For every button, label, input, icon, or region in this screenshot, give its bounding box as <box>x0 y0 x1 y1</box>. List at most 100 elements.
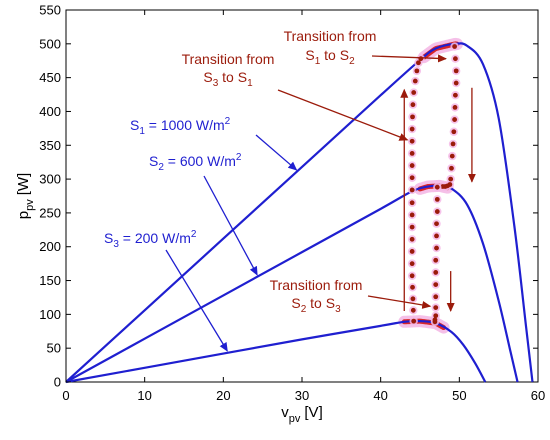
x-tick-label: 40 <box>373 388 387 403</box>
transition-s2-to-s3-point <box>434 184 440 190</box>
s3-pointer-arrow <box>165 249 228 352</box>
y-tick-label: 150 <box>39 273 61 288</box>
transition-s1-to-s2-point <box>440 184 446 189</box>
transition-s1-to-s2-point <box>448 176 454 182</box>
transition-s1-to-s2-point <box>453 68 459 74</box>
label-transition-s2-s3-line1: Transition from <box>270 277 363 293</box>
t12-a: S <box>305 47 314 63</box>
label-s3-sup: 2 <box>191 229 197 240</box>
transition-s2-to-s3-point <box>434 245 439 251</box>
series-line-s2 <box>65 184 519 383</box>
y-tick-label: 400 <box>39 104 61 119</box>
x-tick-label: 10 <box>137 388 151 403</box>
transition-s1-to-s2-point <box>453 56 458 62</box>
label-transition-s1-s2-line1: Transition from <box>284 28 377 44</box>
y-tick-label: 550 <box>39 3 61 18</box>
label-s2-sup: 2 <box>236 152 242 163</box>
transition-s3-to-s1-point <box>409 163 415 168</box>
x-axis-label: vpv [V] <box>281 404 322 425</box>
transition-s1-to-s2-point <box>452 104 458 110</box>
label-s2-rest: = 600 W/m <box>164 153 236 169</box>
transition-s2-to-s3-point <box>434 233 439 239</box>
transition-s2-to-s3-point <box>433 282 439 288</box>
transition-s3-to-s1-point <box>416 60 421 66</box>
s2-pointer-arrow <box>203 175 258 276</box>
t31-a: S <box>203 69 212 85</box>
t12-mid: to S <box>320 47 349 63</box>
y-tick-label: 50 <box>47 341 61 356</box>
label-s1: S1 = 1000 W/m2 <box>130 116 231 137</box>
y-tick-label: 250 <box>39 205 61 220</box>
transition-s1-to-s2-point <box>452 117 458 122</box>
label-s2: S2 = 600 W/m2 <box>149 152 242 173</box>
y-tick-label: 450 <box>39 70 61 85</box>
x-axis-label-sub: pv <box>289 413 301 425</box>
y-axis-label-sub: pv <box>24 199 36 211</box>
y-tick-label: 500 <box>39 36 61 51</box>
transition-s3-to-s1-point <box>412 78 418 84</box>
transition-layer <box>407 42 461 327</box>
transition-s3-to-s1-point <box>411 318 417 324</box>
transition-s1-to-s2-point <box>449 153 455 159</box>
transition-s3-to-s1-point <box>411 90 417 95</box>
x-axis-label-unit: [V] <box>304 404 322 421</box>
transition-s2-to-s3-point <box>433 305 439 310</box>
label-transition-s2-s3-line2: S2 to S3 <box>291 295 341 315</box>
transition-s3-to-s1-point <box>409 126 415 132</box>
x-axis-label-main: v <box>281 404 289 421</box>
t23-bsub: 3 <box>335 304 341 315</box>
label-s1-main: S <box>130 117 139 133</box>
s1-pointer-arrow <box>255 134 298 171</box>
t23-mid: to S <box>306 295 335 311</box>
curve-layer <box>65 42 534 384</box>
transition-s2-to-s3-point <box>434 196 440 202</box>
transition-s2-to-s3-point <box>434 209 440 214</box>
label-s3-sub: 3 <box>113 239 119 250</box>
label-s3: S3 = 200 W/m2 <box>104 229 197 250</box>
label-transition-s3-s1-line2: S3 to S1 <box>203 69 253 89</box>
transition-s1-to-s2-point <box>453 92 458 98</box>
y-tick-label: 300 <box>39 172 61 187</box>
t12-bsub: 2 <box>349 56 355 67</box>
plot-frame <box>65 9 539 383</box>
series-line-s3 <box>65 319 487 384</box>
transition-s1-to-s2-point <box>449 165 454 171</box>
transition-s3-to-s1-point <box>409 273 415 279</box>
transition-s2-to-s3-point <box>432 319 438 325</box>
x-tick-label: 0 <box>62 388 69 403</box>
label-s2-sub: 2 <box>158 162 164 173</box>
x-tick-label: 20 <box>216 388 230 403</box>
label-transition-s1-s2-line2: S1 to S2 <box>305 47 355 67</box>
transition-s3-to-s1-point <box>409 138 415 144</box>
transition-s1-to-s2-point <box>450 141 456 147</box>
transition-s2-to-s3-point <box>433 257 439 263</box>
t31-mid: to S <box>218 69 247 85</box>
y-tick-label: 100 <box>39 307 61 322</box>
arrow-layer <box>165 54 476 352</box>
transition-s3-to-s1-point <box>409 224 415 230</box>
transition-s3-to-s1-point <box>414 68 420 74</box>
transition-s1-to-s2-point <box>452 44 458 49</box>
y-tick-label: 0 <box>54 375 61 390</box>
y-tick-label: 350 <box>39 138 61 153</box>
transition-s3-to-s1-point <box>409 212 415 218</box>
t31-asub: 3 <box>213 78 219 89</box>
transition-s2-to-s3-point <box>433 313 439 319</box>
label-s2-main: S <box>149 153 158 169</box>
transition-s3-to-s1-point <box>410 307 416 313</box>
plot-area <box>65 9 539 383</box>
y-ticks: 0 50 100 150 200 250 300 350 400 450 500 550 <box>39 3 538 390</box>
t12-asub: 1 <box>315 56 321 67</box>
transition-s3-to-s1-point <box>410 114 415 120</box>
label-s1-sup: 2 <box>225 116 231 127</box>
transition-s3-to-s1-point <box>409 261 415 267</box>
label-s3-main: S <box>104 230 113 246</box>
transition-s3-to-s1-point <box>410 296 416 302</box>
t23-a: S <box>291 295 300 311</box>
t23-pointer-arrow <box>367 295 432 309</box>
x-ticks: 0 10 20 30 40 50 60 <box>62 10 545 403</box>
t12-pointer-arrow <box>371 54 447 63</box>
transition-s3-to-s1-point <box>409 249 415 254</box>
transition-s3-to-s1-point <box>409 175 415 181</box>
